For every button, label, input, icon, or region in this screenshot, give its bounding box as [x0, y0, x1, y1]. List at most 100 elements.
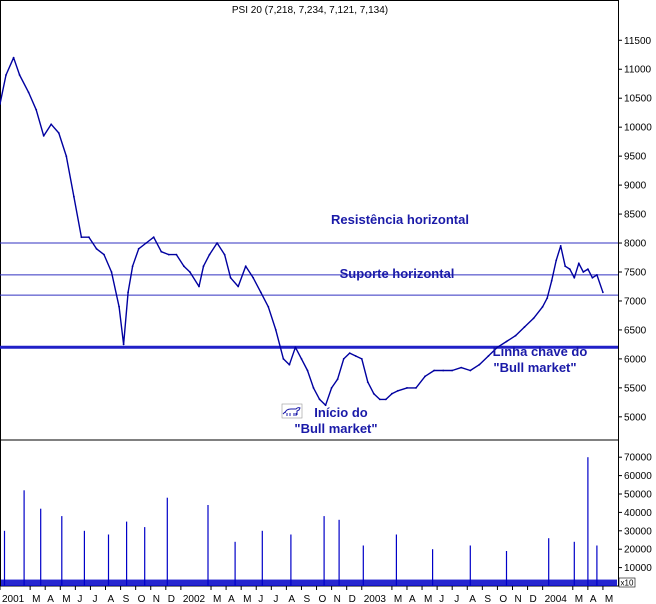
price-tick-label: 10500: [624, 94, 652, 105]
price-point: [42, 135, 45, 137]
volume-tick-label: 10000: [624, 563, 652, 574]
price-point: [65, 155, 68, 158]
time-tick-label: J: [454, 594, 459, 604]
price-point: [442, 369, 445, 372]
volume-unit-label: x10: [621, 579, 634, 588]
volume-bar: [573, 541, 575, 586]
price-point: [550, 279, 553, 282]
price-point: [591, 276, 594, 279]
time-tick-label: M: [394, 594, 402, 604]
volume-bar: [144, 527, 146, 586]
price-point: [546, 297, 549, 299]
volume-bar: [596, 545, 598, 586]
price-tick-label: 6000: [624, 354, 647, 365]
price-tick-label: 11500: [624, 36, 652, 47]
price-point: [366, 381, 369, 383]
support-label: Suporte horizontal: [340, 266, 455, 281]
start-label-2: "Bull market": [294, 421, 377, 436]
volume-bar: [83, 530, 85, 586]
time-tick-label: 2004: [545, 594, 568, 604]
volume-axis: 10000 20000 30000 40000 50000 60000 70000 x10: [618, 453, 652, 588]
price-point: [505, 340, 508, 343]
time-tick-label: O: [319, 594, 327, 604]
time-tick-label: A: [590, 594, 597, 604]
time-tick-label: A: [469, 594, 476, 604]
price-point: [433, 369, 435, 372]
price-point: [131, 265, 134, 268]
price-point: [573, 276, 576, 279]
price-point: [216, 242, 219, 244]
volume-tick-label: 20000: [624, 545, 652, 556]
price-point: [406, 387, 408, 389]
time-tick-label: M: [62, 594, 70, 604]
price-point: [229, 276, 232, 279]
price-point: [336, 378, 339, 381]
price-point: [469, 369, 472, 372]
price-point: [564, 265, 567, 268]
price-point: [577, 262, 580, 265]
price-point: [267, 305, 270, 308]
time-tick-label: A: [108, 594, 115, 604]
price-point: [478, 363, 481, 366]
price-point: [496, 346, 499, 349]
price-point: [282, 358, 285, 360]
volume-bar: [166, 497, 168, 586]
time-tick-label: N: [514, 594, 521, 604]
price-point: [223, 253, 226, 256]
price-point: [391, 392, 393, 395]
price-point: [602, 291, 604, 294]
price-point: [372, 392, 375, 395]
key-line-label-2: "Bull market": [493, 360, 576, 375]
price-point: [532, 317, 535, 320]
volume-bar: [469, 545, 471, 586]
price-point: [559, 245, 562, 247]
price-point: [0, 103, 1, 105]
price-point: [451, 369, 454, 372]
time-tick-label: J: [273, 594, 278, 604]
volume-bar: [23, 490, 25, 586]
price-point: [330, 387, 333, 389]
volume-bar: [40, 508, 42, 586]
price-point: [354, 355, 357, 357]
price-tick-label: 11000: [624, 65, 652, 76]
time-tick-label: A: [409, 594, 416, 604]
price-point: [252, 276, 255, 279]
price-point: [274, 329, 277, 331]
price-tick-label: 8000: [624, 239, 647, 250]
price-point: [18, 74, 21, 76]
price-point: [415, 387, 417, 389]
price-point: [294, 346, 297, 349]
price-tick-label: 9000: [624, 181, 647, 192]
price-series: [0, 56, 604, 407]
volume-bar: [362, 545, 364, 586]
time-tick-label: A: [47, 594, 54, 604]
volume-baseline-band: [1, 579, 617, 586]
time-tick-label: S: [484, 594, 491, 604]
time-tick-label: J: [92, 594, 97, 604]
key-line-label-1: Linha chave do: [493, 344, 588, 359]
price-point: [460, 366, 463, 369]
price-point: [27, 91, 30, 94]
volume-tick-label: 70000: [624, 453, 652, 464]
time-tick-label: N: [153, 594, 160, 604]
price-point: [80, 236, 83, 239]
price-point: [35, 108, 38, 111]
time-axis: 2001 M A M J J A S O N D 2002 M A M J J A S O N D 2003 M A M J J A S O…: [0, 586, 613, 604]
volume-bar: [338, 519, 340, 586]
horizontal-levels: [0, 242, 618, 349]
price-point: [50, 123, 53, 126]
time-tick-label: 2001: [2, 594, 25, 604]
price-point: [523, 326, 526, 328]
time-tick-label: J: [77, 594, 82, 604]
price-point: [12, 56, 15, 59]
price-point: [360, 358, 363, 360]
volume-bar: [107, 534, 110, 586]
volume-bar: [126, 521, 128, 586]
time-tick-label: M: [243, 594, 251, 604]
volume-tick-label: 50000: [624, 490, 652, 501]
price-point: [385, 398, 387, 401]
price-point: [514, 334, 517, 337]
price-point: [198, 285, 200, 288]
time-tick-label: O: [138, 594, 146, 604]
